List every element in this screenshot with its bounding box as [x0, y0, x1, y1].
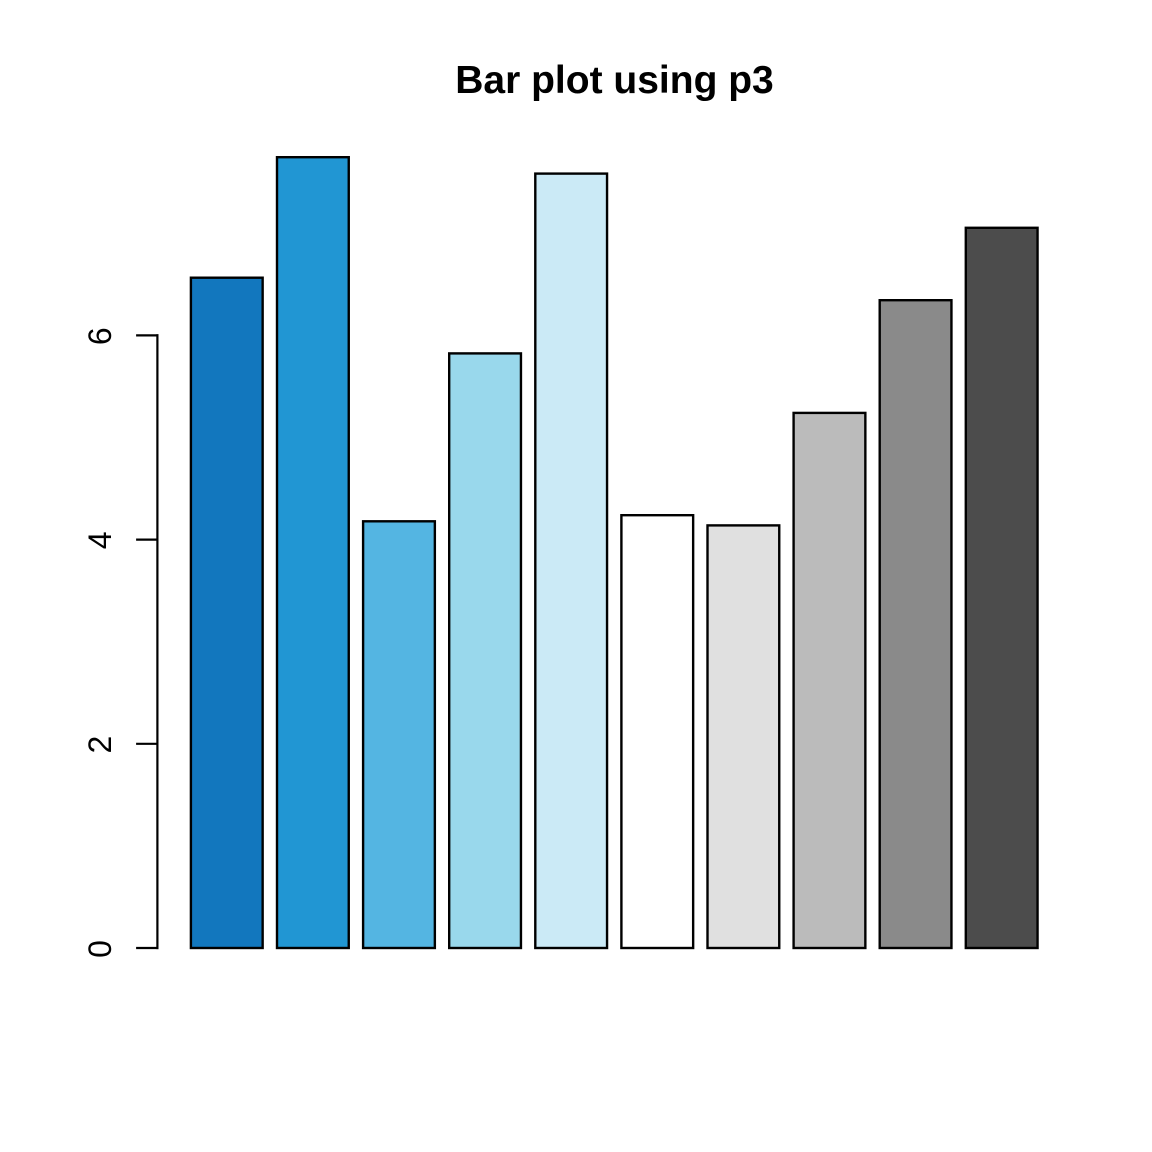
svg-text:0: 0 [82, 940, 118, 958]
svg-text:4: 4 [82, 532, 118, 550]
svg-text:Bar plot using p3: Bar plot using p3 [455, 59, 774, 102]
svg-text:6: 6 [82, 327, 118, 345]
svg-text:2: 2 [82, 736, 118, 754]
